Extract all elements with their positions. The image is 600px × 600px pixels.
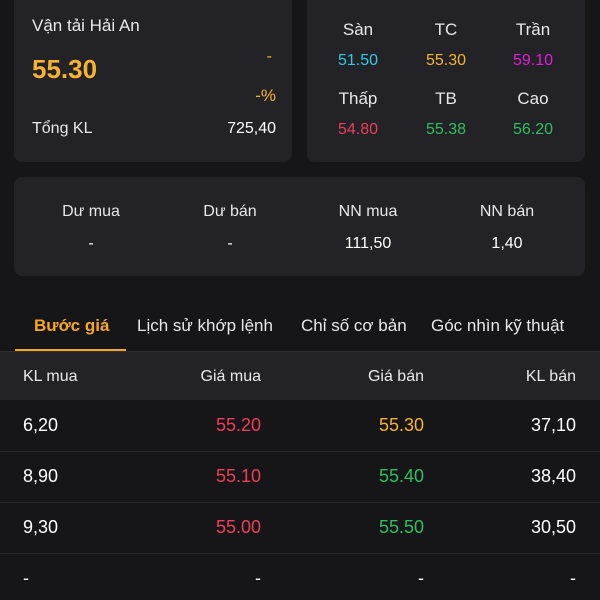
high-value: 56.20: [512, 121, 554, 138]
price-change: -: [266, 48, 272, 65]
floor-value: 51.50: [337, 52, 379, 69]
high-price-cell: Cao 56.20: [487, 89, 579, 139]
bid-price: 55.00: [215, 517, 261, 537]
tab-price-steps[interactable]: Bước giá: [34, 316, 110, 335]
active-tab-indicator: [15, 349, 126, 352]
price-levels-card: Sàn 51.50 TC 55.30 Trần 59.10 Thấp 54.80…: [307, 0, 585, 162]
sell-surplus-label: Dư bán: [203, 203, 257, 220]
price-change-percent: -%: [255, 86, 276, 105]
floor-price-cell: Sàn 51.50: [312, 20, 404, 70]
reference-price-cell: TC 55.30: [400, 20, 492, 70]
tab-technical-view[interactable]: Góc nhìn kỹ thuật: [431, 316, 565, 335]
low-price-cell: Thấp 54.80: [312, 89, 404, 139]
low-label: Thấp: [338, 89, 378, 108]
buy-surplus-cell: Dư mua -: [21, 203, 161, 253]
sell-surplus-cell: Dư bán -: [160, 203, 300, 253]
average-value: 55.38: [425, 121, 467, 138]
ask-price: 55.40: [378, 466, 424, 486]
floor-label: Sàn: [342, 20, 374, 39]
ask-volume-header: KL bán: [525, 368, 576, 385]
average-price-cell: TB 55.38: [400, 89, 492, 139]
ask-price-header: Giá bán: [367, 368, 424, 385]
bid-volume: 8,90: [23, 466, 59, 486]
tab-fundamentals[interactable]: Chỉ số cơ bản: [301, 316, 407, 335]
tab-divider: [0, 351, 600, 352]
high-label: Cao: [517, 89, 549, 108]
table-row: - - - -: [0, 553, 600, 600]
order-book-header: KL mua Giá mua Giá bán KL bán: [0, 352, 600, 400]
foreign-sell-value: 1,40: [491, 235, 523, 252]
reference-label: TC: [434, 20, 458, 39]
foreign-buy-cell: NN mua 111,50: [298, 203, 438, 253]
low-value: 54.80: [337, 121, 379, 138]
ceiling-price-cell: Trần 59.10: [487, 20, 579, 70]
stock-name: Vận tải Hải An: [32, 16, 140, 35]
table-row: 8,90 55.10 55.40 38,40: [0, 451, 600, 503]
sell-surplus-value: -: [227, 235, 233, 252]
ask-volume: 38,40: [530, 466, 576, 486]
ceiling-value: 59.10: [512, 52, 554, 69]
buy-surplus-label: Dư mua: [62, 203, 120, 220]
current-price: 55.30: [32, 54, 98, 84]
stock-summary-card: Vận tải Hải An 55.30 - -% Tổng KL 725,40: [14, 0, 292, 162]
foreign-sell-cell: NN bán 1,40: [437, 203, 577, 253]
detail-tabs: Bước giá Lịch sử khớp lệnh Chỉ số cơ bản…: [0, 300, 600, 352]
surplus-foreign-card: Dư mua - Dư bán - NN mua 111,50 NN bán 1…: [14, 177, 585, 276]
total-volume-value: 725,40: [227, 120, 276, 137]
tab-match-history[interactable]: Lịch sử khớp lệnh: [137, 316, 273, 335]
ask-volume: 37,10: [530, 415, 576, 435]
foreign-buy-label: NN mua: [338, 203, 398, 220]
ask-volume: -: [570, 568, 576, 588]
total-volume-label: Tổng KL: [32, 120, 93, 137]
bid-price: 55.20: [215, 415, 261, 435]
bid-volume: 9,30: [23, 517, 59, 537]
foreign-sell-label: NN bán: [479, 203, 535, 220]
ask-volume: 30,50: [530, 517, 576, 537]
table-row: 9,30 55.00 55.50 30,50: [0, 502, 600, 554]
ceiling-label: Trần: [515, 20, 551, 39]
ask-price: -: [418, 568, 424, 588]
bid-price: 55.10: [215, 466, 261, 486]
foreign-buy-value: 111,50: [344, 235, 392, 252]
bid-price-header: Giá mua: [200, 368, 261, 385]
bid-volume: 6,20: [23, 415, 59, 435]
table-row: 6,20 55.20 55.30 37,10: [0, 400, 600, 452]
bid-volume: -: [23, 568, 29, 588]
average-label: TB: [435, 89, 457, 108]
reference-value: 55.30: [425, 52, 467, 69]
bid-volume-header: KL mua: [23, 368, 78, 385]
buy-surplus-value: -: [88, 235, 94, 252]
ask-price: 55.50: [378, 517, 424, 537]
bid-price: -: [255, 568, 261, 588]
ask-price: 55.30: [378, 415, 424, 435]
